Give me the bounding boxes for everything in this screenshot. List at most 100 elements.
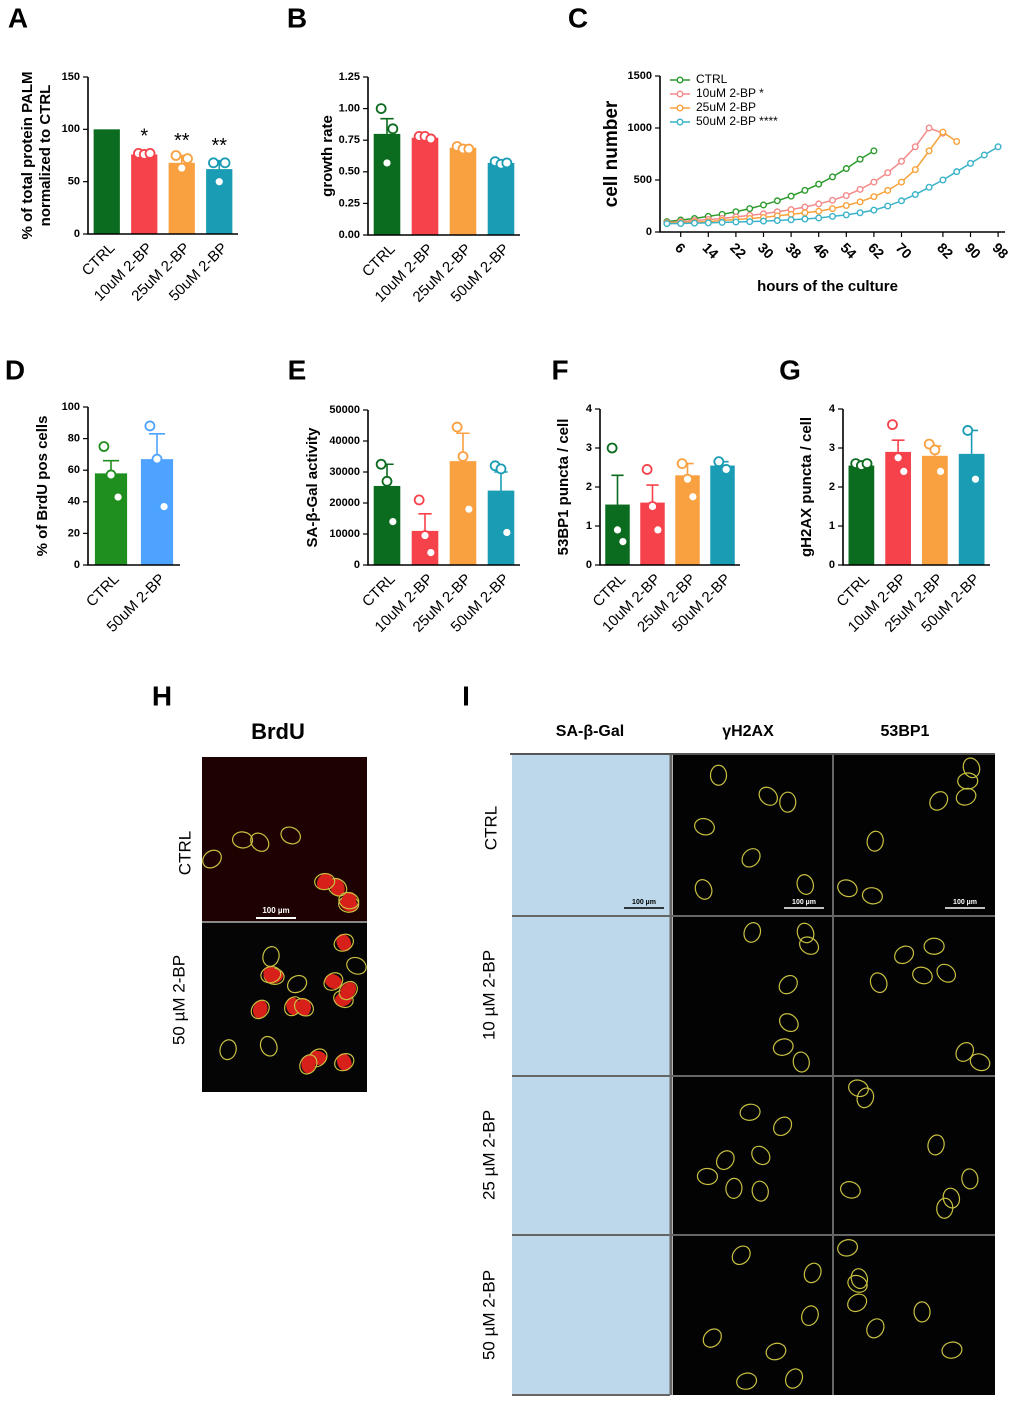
nucleus-stain: [301, 1055, 316, 1074]
series-marker: [856, 198, 864, 206]
data-point: [413, 494, 425, 506]
series-marker: [925, 183, 933, 191]
nucleus: [758, 786, 778, 806]
bar: [373, 133, 401, 235]
series-marker: [815, 207, 823, 215]
data-point: [170, 150, 182, 161]
nucleus: [801, 1305, 819, 1327]
y-tick-label: 1: [586, 520, 592, 532]
data-point: [182, 153, 193, 165]
bar: [94, 473, 128, 565]
y-tick-label: 4: [586, 403, 593, 415]
data-point: [970, 473, 981, 485]
series-marker: [884, 169, 892, 177]
nucleus: [784, 1368, 804, 1389]
series-marker: [746, 205, 754, 213]
y-tick-label: 0.25: [339, 197, 360, 209]
y-tick-label: 1.25: [339, 71, 360, 83]
row-label: 50 µM 2-BP: [169, 955, 188, 1045]
nucleus: [929, 791, 949, 811]
data-point: [612, 524, 623, 536]
y-tick-label: 20: [68, 527, 80, 539]
nucleus-stain: [317, 873, 333, 891]
row-label: 10 µM 2-BP: [479, 950, 498, 1040]
nucleus: [957, 772, 979, 790]
data-point: [158, 501, 170, 512]
bar: [848, 465, 875, 565]
error-bar: [646, 484, 659, 503]
column-label: γH2AX: [722, 723, 774, 740]
series-marker: [773, 197, 781, 205]
y-axis-label: gH2AX puncta / cell: [798, 417, 815, 557]
y-tick-label: 1: [829, 520, 835, 532]
nucleus: [969, 1053, 991, 1072]
x-tick-label: CTRL: [83, 571, 123, 611]
error-bar: [494, 471, 508, 491]
bar: [411, 137, 439, 235]
data-point: [861, 458, 873, 470]
nucleus: [913, 1301, 931, 1323]
nucleus: [299, 1054, 318, 1075]
bar: [131, 154, 158, 234]
nucleus: [772, 1038, 794, 1056]
nucleus: [333, 933, 354, 952]
bar: [168, 162, 195, 234]
data-point: [144, 420, 156, 432]
axis-line: [599, 409, 740, 566]
nucleus: [912, 966, 933, 985]
image-tile: [202, 757, 367, 922]
y-tick-label: 0: [646, 226, 652, 238]
y-tick-label: 10000: [329, 528, 360, 540]
y-axis-label: % of BrdU pos cells: [34, 416, 51, 557]
nucleus: [765, 1342, 787, 1361]
bar: [449, 147, 477, 235]
data-point: [419, 530, 431, 541]
series-marker: [773, 217, 781, 225]
data-point: [935, 465, 946, 477]
nucleus: [894, 945, 915, 965]
data-point: [375, 458, 387, 470]
nucleus: [219, 1039, 237, 1061]
y-tick-label: 4: [829, 403, 836, 415]
series-marker: [829, 196, 837, 204]
nucleus: [202, 849, 222, 869]
y-tick-label: 1000: [628, 122, 652, 134]
x-tick-label: 54: [838, 239, 860, 261]
series-marker: [911, 191, 919, 199]
legend-marker: [676, 76, 684, 84]
nucleus: [260, 965, 282, 984]
micrograph-i: I SA-β-Gal γH2AX 53BP1 100 µm 100 µm 100…: [462, 680, 995, 1396]
y-tick-label: 1500: [628, 70, 652, 82]
series-marker: [746, 218, 754, 226]
nucleus: [743, 922, 762, 943]
legend-marker: [676, 118, 684, 126]
error-bar: [418, 513, 432, 531]
series-marker: [884, 202, 892, 210]
series-marker: [842, 192, 850, 200]
nucleus: [709, 764, 728, 786]
data-point: [463, 143, 475, 155]
y-tick-label: 1.00: [339, 103, 360, 115]
data-point: [720, 464, 732, 475]
panel-letter: G: [779, 354, 801, 385]
column-label: SA-β-Gal: [556, 723, 624, 740]
column-label: 53BP1: [881, 723, 930, 740]
data-point: [381, 157, 393, 169]
error-bar: [891, 439, 905, 452]
bar: [675, 475, 700, 565]
series-marker: [718, 218, 726, 226]
nucleus: [323, 972, 344, 991]
nucleus-stain: [324, 974, 343, 989]
data-point: [105, 469, 117, 481]
legend-label: CTRL: [696, 72, 728, 86]
y-tick-label: 0.50: [339, 166, 360, 178]
data-point: [682, 473, 693, 485]
nucleus: [847, 1274, 868, 1293]
series-marker: [829, 173, 837, 181]
significance: **: [174, 130, 190, 152]
series-marker: [925, 124, 933, 132]
data-point: [898, 465, 910, 477]
series-marker: [842, 211, 850, 219]
nucleus: [779, 791, 797, 813]
data-point: [892, 452, 904, 464]
